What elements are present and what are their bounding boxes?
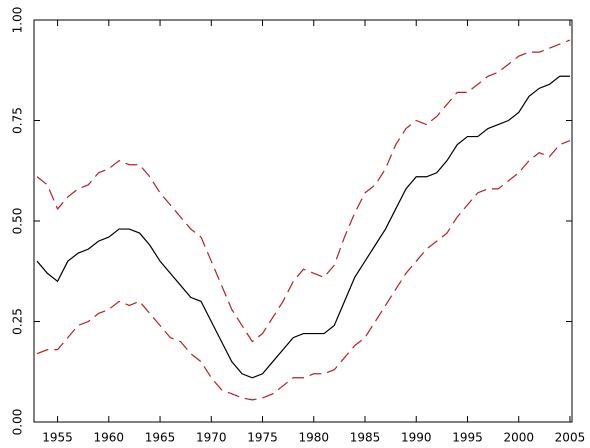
- plot-frame: [33, 19, 573, 423]
- series-line: [36, 140, 571, 401]
- x-tick-label: 2005: [555, 431, 586, 445]
- series-line: [36, 39, 571, 343]
- x-tick-label: 1970: [196, 431, 227, 445]
- series-line: [36, 75, 570, 379]
- x-tick-label: 1975: [247, 431, 278, 445]
- x-tick-label: 1965: [145, 431, 176, 445]
- y-tick-label: 0.75: [11, 107, 25, 134]
- y-tick-label: 1.00: [11, 7, 25, 34]
- x-tick-label: 1995: [452, 431, 483, 445]
- y-tick-label: 0.50: [11, 208, 25, 235]
- x-tick-label: 1990: [401, 431, 432, 445]
- x-tick-label: 1960: [94, 431, 125, 445]
- x-tick-label: 1980: [298, 431, 329, 445]
- x-tick-label: 2000: [503, 431, 534, 445]
- x-tick-label: 1985: [350, 431, 381, 445]
- y-tick-label: 0.00: [11, 409, 25, 436]
- y-tick-label: 0.25: [11, 308, 25, 335]
- x-tick-label: 1955: [42, 431, 73, 445]
